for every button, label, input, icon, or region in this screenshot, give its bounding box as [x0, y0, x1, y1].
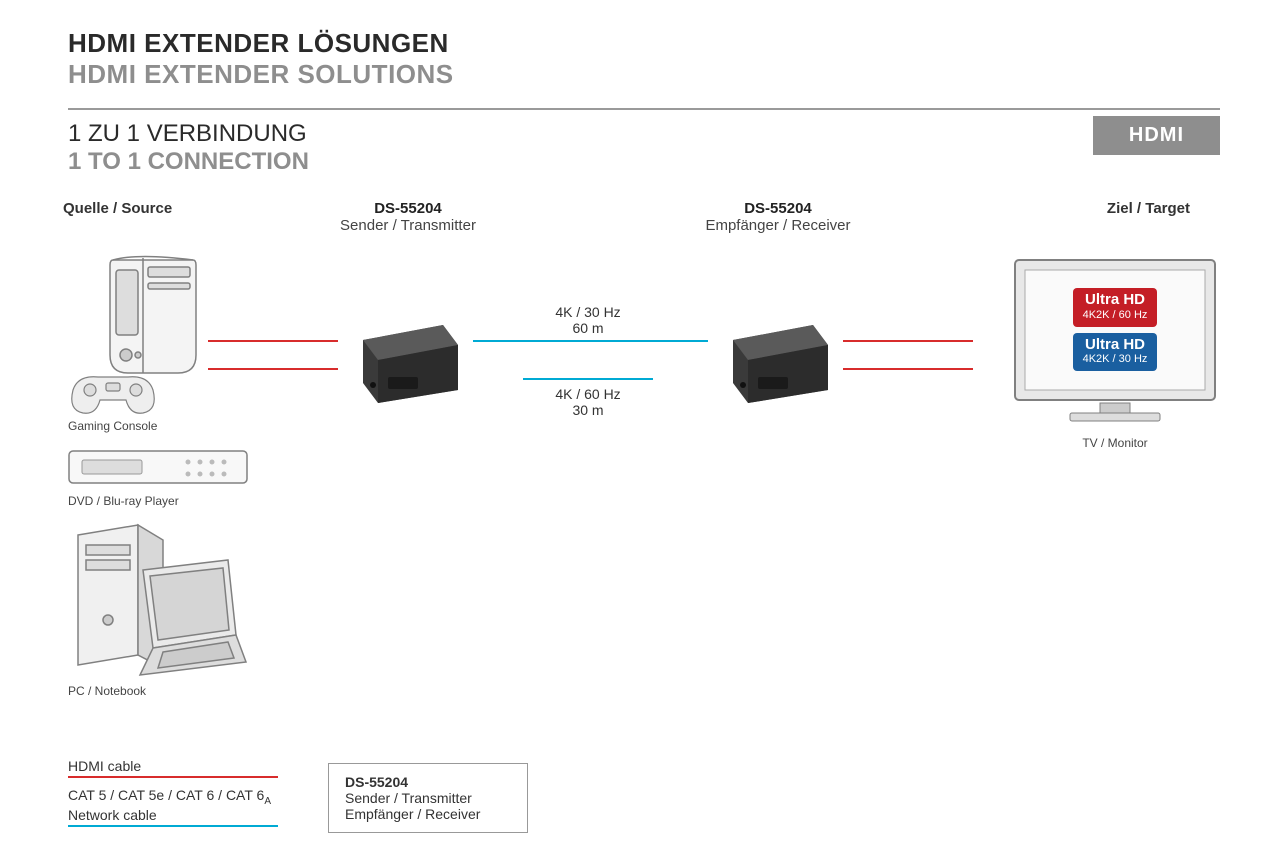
ultra-hd-badge-blue: Ultra HD 4K2K / 30 Hz	[1073, 333, 1158, 372]
link-spec-top: 4K / 30 Hz 60 m	[508, 304, 668, 336]
hdmi-cable-line	[208, 368, 338, 370]
legend-product-box: DS-55204 Sender / Transmitter Empfänger …	[328, 763, 528, 833]
subtitle-en: 1 TO 1 CONNECTION	[68, 148, 309, 176]
legend-cat-sub: A	[264, 796, 271, 807]
title-de: HDMI EXTENDER LÖSUNGEN	[68, 28, 1280, 59]
legend: HDMI cable CAT 5 / CAT 5e / CAT 6 / CAT …	[68, 755, 278, 833]
hdmi-cable-line	[208, 340, 338, 342]
legend-hdmi: HDMI cable	[68, 758, 141, 774]
legend-cat: CAT 5 / CAT 5e / CAT 6 / CAT 6	[68, 787, 264, 803]
uhd-red-sub: 4K2K / 60 Hz	[1083, 309, 1148, 321]
dvd-caption: DVD / Blu-ray Player	[68, 494, 248, 508]
hdmi-cable-line	[843, 368, 973, 370]
legend-box-l1: Sender / Transmitter	[345, 790, 511, 806]
tv-caption: TV / Monitor	[1010, 436, 1220, 450]
link-bot-res: 4K / 60 Hz	[508, 386, 668, 402]
header: HDMI EXTENDER LÖSUNGEN HDMI EXTENDER SOL…	[0, 0, 1280, 100]
ultra-hd-badge-red: Ultra HD 4K2K / 60 Hz	[1073, 288, 1158, 327]
tx-role: Sender / Transmitter	[318, 217, 498, 234]
transmitter-device-icon	[348, 315, 468, 405]
uhd-label: Ultra HD	[1083, 337, 1148, 354]
subtitle-de: 1 ZU 1 VERBINDUNG	[68, 120, 309, 148]
receiver-label: DS-55204 Empfänger / Receiver	[678, 200, 878, 234]
rx-model: DS-55204	[678, 200, 878, 217]
network-cable-line	[473, 340, 708, 342]
legend-net: Network cable	[68, 807, 157, 823]
link-spec-bottom: 4K / 60 Hz 30 m	[508, 386, 668, 418]
sub-header-row: 1 ZU 1 VERBINDUNG 1 TO 1 CONNECTION HDMI	[0, 110, 1280, 176]
rx-role: Empfänger / Receiver	[678, 217, 878, 234]
uhd-label: Ultra HD	[1083, 292, 1148, 309]
pc-notebook-icon: PC / Notebook	[68, 520, 248, 700]
legend-cyan-line	[68, 825, 278, 827]
link-top-res: 4K / 30 Hz	[508, 304, 668, 320]
tx-model: DS-55204	[318, 200, 498, 217]
pc-caption: PC / Notebook	[68, 684, 248, 698]
console-caption: Gaming Console	[68, 419, 248, 433]
target-label: Ziel / Target	[1107, 200, 1190, 217]
legend-box-model: DS-55204	[345, 774, 511, 790]
diagram: Quelle / Source DS-55204 Sender / Transm…	[68, 200, 1220, 833]
transmitter-label: DS-55204 Sender / Transmitter	[318, 200, 498, 234]
source-label: Quelle / Source	[63, 200, 172, 217]
title-en: HDMI EXTENDER SOLUTIONS	[68, 59, 1280, 90]
link-top-dist: 60 m	[508, 320, 668, 336]
hdmi-badge: HDMI	[1093, 116, 1220, 155]
dvd-player-icon: DVD / Blu-ray Player	[68, 450, 248, 508]
link-bot-dist: 30 m	[508, 402, 668, 418]
legend-box-l2: Empfänger / Receiver	[345, 806, 511, 822]
uhd-blue-sub: 4K2K / 30 Hz	[1083, 353, 1148, 365]
network-cable-line	[523, 378, 653, 380]
legend-red-line	[68, 776, 278, 778]
receiver-device-icon	[718, 315, 838, 405]
tv-monitor-icon: Ultra HD 4K2K / 60 Hz Ultra HD 4K2K / 30…	[1010, 255, 1220, 450]
hdmi-cable-line	[843, 340, 973, 342]
